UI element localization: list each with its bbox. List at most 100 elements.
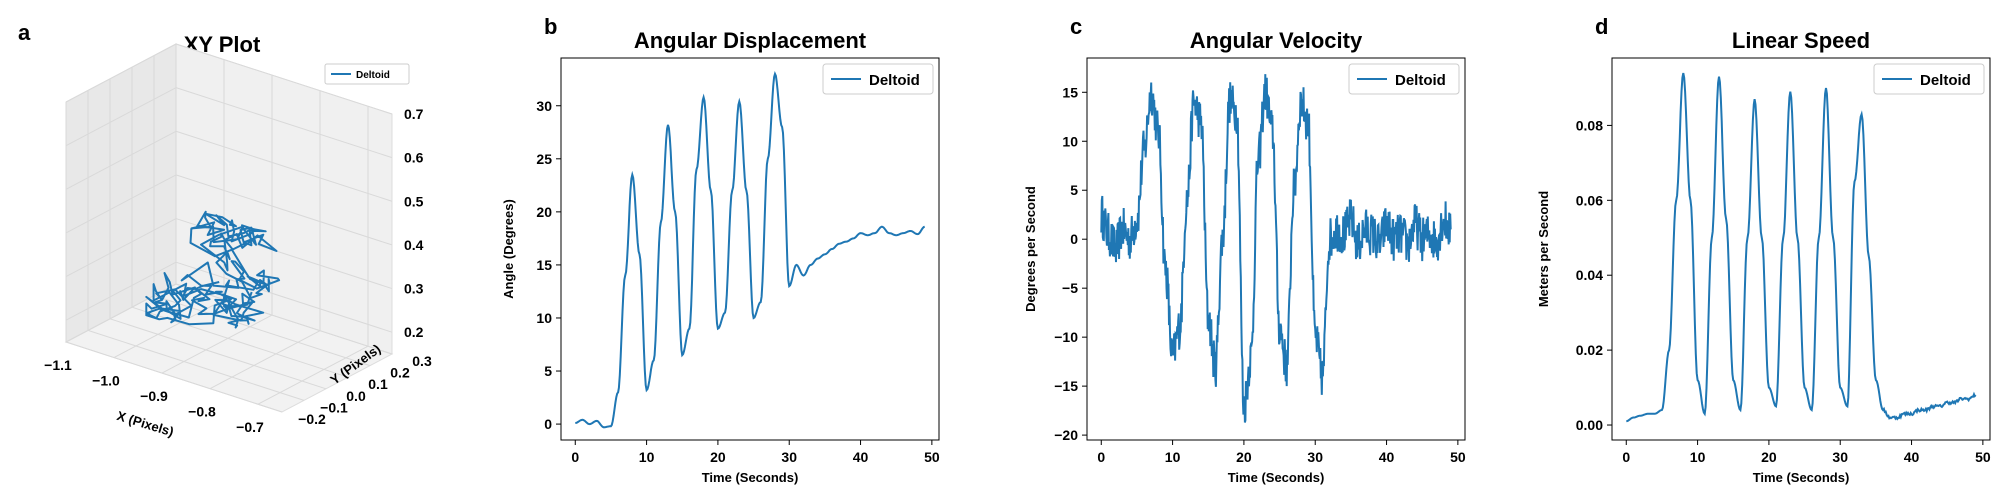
panel-title-b: Angular Displacement bbox=[634, 28, 867, 53]
x-tick-label: 30 bbox=[1832, 449, 1848, 465]
panel-label-a: a bbox=[18, 20, 31, 45]
y-tick-label: 0.08 bbox=[1576, 117, 1603, 133]
z-tick-label: 0.5 bbox=[404, 193, 424, 209]
series-line-deltoid bbox=[1100, 74, 1452, 423]
y-tick-label: 0.00 bbox=[1576, 417, 1603, 433]
x-axis-label: Time (Seconds) bbox=[702, 470, 799, 485]
y-tick-label: 30 bbox=[536, 98, 552, 114]
axes-frame bbox=[560, 57, 940, 441]
y-tick-label: 0.06 bbox=[1576, 192, 1603, 208]
panel-label-b: b bbox=[544, 14, 557, 39]
panel-d: d Linear Speed 0 10 20 30 40 50 0.00 0.02 0.04 0.06… bbox=[1536, 14, 1991, 485]
x-tick-label: −0.7 bbox=[236, 419, 264, 435]
panel-c: c Angular Velocity 0 10 20 30 40 50 −20 −15 −10 −5 0… bbox=[1023, 14, 1466, 485]
legend-box bbox=[1873, 63, 1985, 95]
series-line-deltoid bbox=[145, 210, 281, 329]
grid-line bbox=[161, 314, 273, 374]
x-tick-label: 50 bbox=[1450, 449, 1466, 465]
grid-line bbox=[209, 330, 321, 390]
x-tick-label: 10 bbox=[1165, 449, 1181, 465]
x-tick-label: −0.9 bbox=[140, 388, 168, 404]
y-tick-label: 0.3 bbox=[412, 353, 432, 369]
x-tick-label: 30 bbox=[781, 449, 797, 465]
axes-frame bbox=[1611, 57, 1991, 441]
grid-line bbox=[65, 341, 283, 413]
grid-line bbox=[65, 130, 177, 190]
z-tick-label: 0.7 bbox=[404, 106, 424, 122]
grid-line bbox=[109, 318, 327, 390]
y-tick-label: 15 bbox=[1062, 84, 1078, 100]
x-tick-label: 10 bbox=[1690, 449, 1706, 465]
legend-box bbox=[1348, 63, 1460, 95]
y-tick-label: 25 bbox=[536, 151, 552, 167]
y-tick-label: 20 bbox=[536, 204, 552, 220]
legend-label: Deltoid bbox=[1920, 72, 1971, 89]
y-tick-label: 5 bbox=[544, 363, 552, 379]
legend-box bbox=[822, 63, 934, 95]
y-tick-label: 0.02 bbox=[1576, 342, 1603, 358]
grid-line bbox=[175, 87, 393, 159]
panel-label-d: d bbox=[1595, 14, 1608, 39]
y-tick-label: 0.0 bbox=[346, 388, 366, 404]
panel-label-c: c bbox=[1070, 14, 1082, 39]
y-tick-label: −0.2 bbox=[298, 411, 326, 427]
x-tick-label: 0 bbox=[571, 449, 579, 465]
y-tick-label: 0.04 bbox=[1576, 267, 1603, 283]
y-tick-label: 0.1 bbox=[368, 376, 388, 392]
legend-label: Deltoid bbox=[1395, 72, 1446, 89]
legend-box bbox=[324, 63, 410, 85]
z-tick-label: 0.6 bbox=[404, 150, 424, 166]
x-axis-label: Time (Seconds) bbox=[1228, 470, 1325, 485]
axes-frame bbox=[1086, 57, 1466, 441]
grid-line bbox=[65, 218, 177, 277]
x-tick-label: 50 bbox=[924, 449, 940, 465]
y-tick-label: −15 bbox=[1054, 378, 1078, 394]
series-line-deltoid bbox=[575, 70, 926, 429]
x-tick-label: −1.0 bbox=[92, 373, 120, 389]
y-tick-label: −20 bbox=[1054, 427, 1078, 443]
y-tick-label: 10 bbox=[1062, 133, 1078, 149]
grid-line bbox=[175, 218, 393, 290]
y-axis-label: Meters per Second bbox=[1536, 191, 1551, 307]
x-tick-label: 40 bbox=[853, 449, 869, 465]
grid-line bbox=[175, 174, 393, 246]
y-axis-label: Angle (Degrees) bbox=[501, 199, 516, 299]
x-tick-label: 30 bbox=[1307, 449, 1323, 465]
x-tick-label: 0 bbox=[1622, 449, 1630, 465]
y-tick-label: 0 bbox=[1070, 231, 1078, 247]
grid-line bbox=[175, 43, 393, 115]
grid-line bbox=[87, 329, 305, 401]
panel-b: b Angular Displacement 0 10 20 30 40 50 0 5 10 15 20… bbox=[501, 14, 940, 485]
series-line-deltoid bbox=[1626, 72, 1977, 423]
z-tick-label: 0.4 bbox=[404, 237, 424, 253]
legend-label: Deltoid bbox=[356, 70, 390, 81]
panel-title-c: Angular Velocity bbox=[1190, 28, 1363, 53]
panel-a: a XY Plot−1.1−1.0−0.9−0.8−0.7−0.2−0.10.00… bbox=[18, 20, 432, 439]
y-tick-label: −10 bbox=[1054, 329, 1078, 345]
grid-line bbox=[175, 283, 393, 355]
grid-line bbox=[65, 261, 177, 321]
grid-line bbox=[175, 261, 393, 333]
y-tick-label: −0.1 bbox=[320, 399, 348, 415]
x-tick-label: 0 bbox=[1097, 449, 1105, 465]
y-tick-label: 10 bbox=[536, 310, 552, 326]
panel-title-d: Linear Speed bbox=[1732, 28, 1870, 53]
x-tick-label: 50 bbox=[1975, 449, 1991, 465]
y-axis-label: Degrees per Second bbox=[1023, 186, 1038, 312]
grid-line bbox=[175, 130, 393, 202]
x-tick-label: −0.8 bbox=[188, 404, 216, 420]
x-axis-label: Time (Seconds) bbox=[1753, 470, 1850, 485]
z-tick-label: 0.3 bbox=[404, 281, 424, 297]
grid-line bbox=[65, 174, 177, 234]
x-tick-label: 40 bbox=[1379, 449, 1395, 465]
y-tick-label: 0 bbox=[544, 416, 552, 432]
y-tick-label: 0.2 bbox=[390, 365, 410, 381]
x-axis-label: X (Pixels) bbox=[115, 408, 175, 439]
grid-line bbox=[257, 345, 369, 405]
legend-label: Deltoid bbox=[869, 72, 920, 89]
x-tick-label: 40 bbox=[1904, 449, 1920, 465]
z-tick-label: 0.2 bbox=[404, 324, 424, 340]
y-tick-label: 15 bbox=[536, 257, 552, 273]
y-tick-label: 5 bbox=[1070, 182, 1078, 198]
